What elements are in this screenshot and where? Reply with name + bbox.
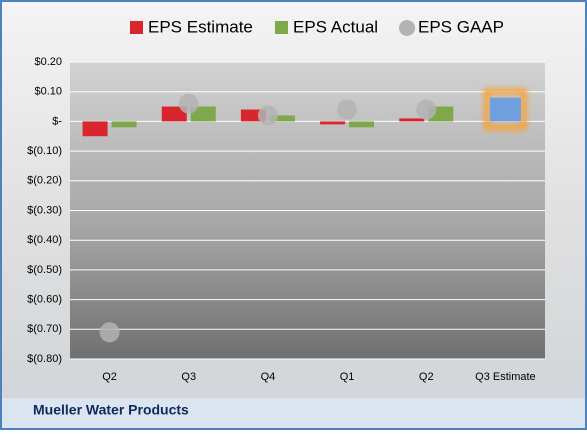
gaap-dot [416, 99, 437, 120]
y-tick-label: $0.10 [34, 86, 62, 98]
gaap-dot [257, 105, 278, 126]
bar [349, 121, 375, 128]
y-tick-label: $(0.70) [27, 323, 62, 335]
bar [190, 106, 216, 122]
x-tick-label: Q3 [181, 371, 196, 383]
y-tick-label: $(0.80) [27, 353, 62, 365]
y-tick-label: $(0.30) [27, 204, 62, 216]
y-tick-label: $(0.50) [27, 264, 62, 276]
y-tick-label: $- [52, 115, 62, 127]
legend-swatch [399, 20, 415, 36]
y-tick-label: $(0.60) [27, 294, 62, 306]
bar [399, 118, 425, 122]
x-tick-label: Q2 [419, 371, 434, 383]
gaap-dot [99, 322, 120, 343]
x-tick-label: Q3 Estimate [475, 371, 536, 383]
y-tick-label: $0.20 [34, 56, 62, 68]
legend-label: EPS Estimate [148, 17, 253, 36]
legend-label: EPS GAAP [418, 17, 504, 36]
bar [269, 115, 295, 122]
gaap-dot [337, 99, 358, 120]
highlight-glow [483, 88, 527, 131]
y-tick-label: $(0.20) [27, 175, 62, 187]
bar [161, 106, 187, 122]
x-tick-label: Q1 [340, 371, 355, 383]
legend-label: EPS Actual [293, 17, 378, 36]
legend-swatch [275, 21, 288, 34]
bar [82, 121, 108, 137]
x-tick-label: Q4 [261, 371, 276, 383]
bar [111, 121, 137, 128]
y-tick-label: $(0.10) [27, 145, 62, 157]
legend-swatch [130, 21, 143, 34]
bar [320, 121, 346, 125]
gaap-dot [178, 93, 199, 114]
bar [240, 109, 266, 122]
chart-title: Mueller Water Products [33, 402, 189, 418]
bar [489, 97, 521, 122]
footer-band [2, 398, 585, 428]
y-tick-label: $(0.40) [27, 234, 62, 246]
x-tick-label: Q2 [102, 371, 117, 383]
